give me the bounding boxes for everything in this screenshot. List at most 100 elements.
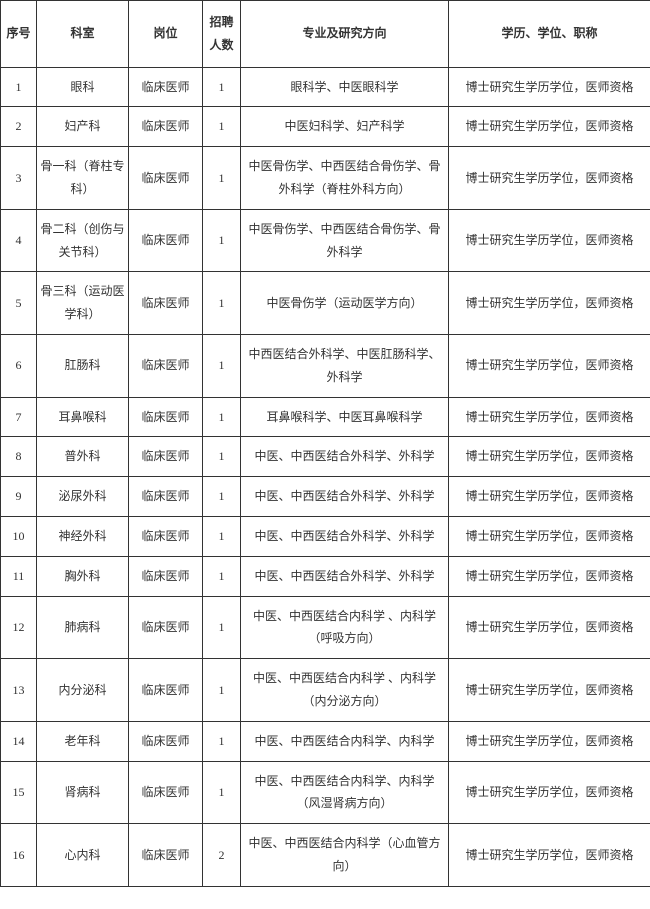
cell-major: 中医、中西医结合外科学、外科学	[241, 477, 449, 517]
cell-post: 临床医师	[129, 209, 203, 272]
table-row: 12肺病科临床医师1中医、中西医结合内科学 、内科学（呼吸方向）博士研究生学历学…	[1, 596, 650, 659]
cell-count: 1	[203, 659, 241, 722]
table-row: 1眼科临床医师1眼科学、中医眼科学博士研究生学历学位，医师资格	[1, 67, 650, 107]
cell-dept: 妇产科	[37, 107, 129, 147]
header-dept: 科室	[37, 1, 129, 68]
cell-dept: 内分泌科	[37, 659, 129, 722]
cell-qual: 博士研究生学历学位，医师资格	[449, 334, 650, 397]
cell-post: 临床医师	[129, 272, 203, 335]
cell-qual: 博士研究生学历学位，医师资格	[449, 824, 650, 887]
cell-count: 1	[203, 516, 241, 556]
cell-dept: 神经外科	[37, 516, 129, 556]
cell-seq: 4	[1, 209, 37, 272]
header-qual: 学历、学位、职称	[449, 1, 650, 68]
cell-count: 1	[203, 147, 241, 210]
cell-seq: 10	[1, 516, 37, 556]
cell-dept: 肛肠科	[37, 334, 129, 397]
cell-post: 临床医师	[129, 107, 203, 147]
cell-count: 1	[203, 397, 241, 437]
cell-dept: 普外科	[37, 437, 129, 477]
cell-dept: 骨一科（脊柱专科）	[37, 147, 129, 210]
cell-count: 1	[203, 209, 241, 272]
cell-qual: 博士研究生学历学位，医师资格	[449, 556, 650, 596]
cell-count: 1	[203, 67, 241, 107]
cell-count: 1	[203, 721, 241, 761]
cell-qual: 博士研究生学历学位，医师资格	[449, 596, 650, 659]
cell-count: 1	[203, 272, 241, 335]
header-post: 岗位	[129, 1, 203, 68]
table-row: 6肛肠科临床医师1中西医结合外科学、中医肛肠科学、外科学博士研究生学历学位，医师…	[1, 334, 650, 397]
cell-qual: 博士研究生学历学位，医师资格	[449, 721, 650, 761]
cell-post: 临床医师	[129, 397, 203, 437]
cell-post: 临床医师	[129, 147, 203, 210]
header-seq: 序号	[1, 1, 37, 68]
header-count: 招聘人数	[203, 1, 241, 68]
cell-post: 临床医师	[129, 67, 203, 107]
recruitment-table: 序号 科室 岗位 招聘人数 专业及研究方向 学历、学位、职称 1眼科临床医师1眼…	[0, 0, 650, 887]
cell-seq: 2	[1, 107, 37, 147]
cell-post: 临床医师	[129, 824, 203, 887]
cell-seq: 13	[1, 659, 37, 722]
table-row: 8普外科临床医师1中医、中西医结合外科学、外科学博士研究生学历学位，医师资格	[1, 437, 650, 477]
cell-major: 中医骨伤学、中西医结合骨伤学、骨外科学	[241, 209, 449, 272]
cell-count: 1	[203, 556, 241, 596]
cell-major: 中医、中西医结合内科学、内科学	[241, 721, 449, 761]
cell-dept: 耳鼻喉科	[37, 397, 129, 437]
cell-major: 中医、中西医结合外科学、外科学	[241, 516, 449, 556]
table-header-row: 序号 科室 岗位 招聘人数 专业及研究方向 学历、学位、职称	[1, 1, 650, 68]
cell-count: 1	[203, 334, 241, 397]
cell-qual: 博士研究生学历学位，医师资格	[449, 67, 650, 107]
table-row: 11胸外科临床医师1中医、中西医结合外科学、外科学博士研究生学历学位，医师资格	[1, 556, 650, 596]
cell-seq: 7	[1, 397, 37, 437]
table-row: 7耳鼻喉科临床医师1耳鼻喉科学、中医耳鼻喉科学博士研究生学历学位，医师资格	[1, 397, 650, 437]
cell-count: 1	[203, 596, 241, 659]
cell-qual: 博士研究生学历学位，医师资格	[449, 397, 650, 437]
cell-qual: 博士研究生学历学位，医师资格	[449, 437, 650, 477]
cell-seq: 9	[1, 477, 37, 517]
cell-count: 1	[203, 761, 241, 824]
cell-dept: 胸外科	[37, 556, 129, 596]
cell-seq: 8	[1, 437, 37, 477]
cell-major: 中医、中西医结合内科学 、内科学（内分泌方向）	[241, 659, 449, 722]
cell-major: 中医、中西医结合内科学、内科学（风湿肾病方向）	[241, 761, 449, 824]
cell-major: 中医、中西医结合内科学（心血管方向）	[241, 824, 449, 887]
cell-post: 临床医师	[129, 721, 203, 761]
cell-dept: 肾病科	[37, 761, 129, 824]
cell-qual: 博士研究生学历学位，医师资格	[449, 516, 650, 556]
table-row: 14老年科临床医师1中医、中西医结合内科学、内科学博士研究生学历学位，医师资格	[1, 721, 650, 761]
cell-major: 中医妇科学、妇产科学	[241, 107, 449, 147]
cell-major: 中医、中西医结合外科学、外科学	[241, 437, 449, 477]
cell-dept: 老年科	[37, 721, 129, 761]
cell-dept: 泌尿外科	[37, 477, 129, 517]
table-row: 5骨三科（运动医学科）临床医师1中医骨伤学（运动医学方向）博士研究生学历学位，医…	[1, 272, 650, 335]
table-row: 16心内科临床医师2中医、中西医结合内科学（心血管方向）博士研究生学历学位，医师…	[1, 824, 650, 887]
table-row: 2妇产科临床医师1中医妇科学、妇产科学博士研究生学历学位，医师资格	[1, 107, 650, 147]
cell-post: 临床医师	[129, 334, 203, 397]
cell-count: 1	[203, 477, 241, 517]
cell-dept: 骨二科（创伤与关节科）	[37, 209, 129, 272]
cell-dept: 心内科	[37, 824, 129, 887]
cell-count: 2	[203, 824, 241, 887]
cell-qual: 博士研究生学历学位，医师资格	[449, 761, 650, 824]
cell-count: 1	[203, 107, 241, 147]
table-row: 9泌尿外科临床医师1中医、中西医结合外科学、外科学博士研究生学历学位，医师资格	[1, 477, 650, 517]
cell-seq: 1	[1, 67, 37, 107]
cell-post: 临床医师	[129, 761, 203, 824]
cell-major: 耳鼻喉科学、中医耳鼻喉科学	[241, 397, 449, 437]
cell-post: 临床医师	[129, 556, 203, 596]
table-row: 15肾病科临床医师1中医、中西医结合内科学、内科学（风湿肾病方向）博士研究生学历…	[1, 761, 650, 824]
cell-post: 临床医师	[129, 477, 203, 517]
table-row: 13内分泌科临床医师1中医、中西医结合内科学 、内科学（内分泌方向）博士研究生学…	[1, 659, 650, 722]
cell-post: 临床医师	[129, 659, 203, 722]
table-row: 3骨一科（脊柱专科）临床医师1中医骨伤学、中西医结合骨伤学、骨外科学（脊柱外科方…	[1, 147, 650, 210]
cell-qual: 博士研究生学历学位，医师资格	[449, 147, 650, 210]
cell-dept: 骨三科（运动医学科）	[37, 272, 129, 335]
cell-qual: 博士研究生学历学位，医师资格	[449, 477, 650, 517]
cell-major: 中医、中西医结合内科学 、内科学（呼吸方向）	[241, 596, 449, 659]
header-major: 专业及研究方向	[241, 1, 449, 68]
table-row: 10神经外科临床医师1中医、中西医结合外科学、外科学博士研究生学历学位，医师资格	[1, 516, 650, 556]
cell-dept: 肺病科	[37, 596, 129, 659]
cell-seq: 6	[1, 334, 37, 397]
cell-dept: 眼科	[37, 67, 129, 107]
cell-post: 临床医师	[129, 596, 203, 659]
